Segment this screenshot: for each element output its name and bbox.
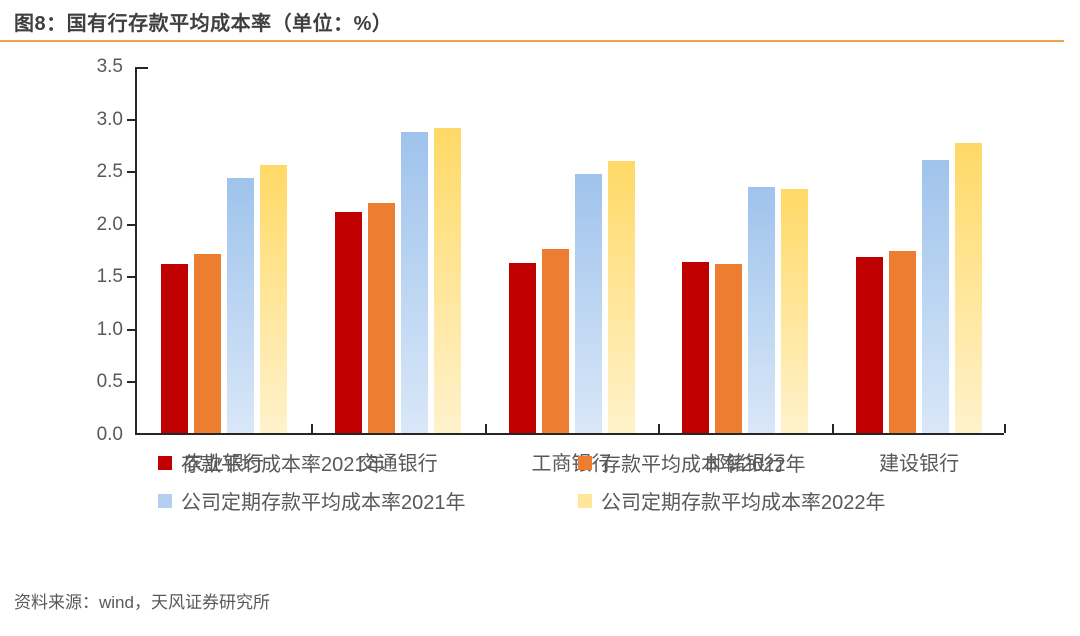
x-axis-tick (310, 424, 313, 433)
y-axis-tick-label: 1.5 (96, 266, 123, 288)
bar (226, 177, 254, 433)
chart-title: 图8：国有行存款平均成本率（单位：%） (14, 13, 393, 35)
legend-swatch-icon (158, 493, 172, 508)
x-axis-tick (658, 424, 661, 433)
title-underline (0, 40, 1064, 42)
x-axis-tick (832, 424, 835, 433)
y-axis-tick (127, 276, 136, 279)
source-note: 资料来源：wind，天风证券研究所 (14, 593, 270, 612)
bar (541, 249, 569, 433)
legend-item: 存款平均成本率2022年 (578, 448, 1018, 477)
bar (607, 160, 635, 433)
y-axis-tick (127, 118, 136, 121)
legend-label: 公司定期存款平均成本率2021年 (181, 492, 466, 514)
bar (433, 128, 461, 433)
y-axis-tick (127, 328, 136, 331)
bar (781, 189, 809, 433)
chart-legend: 存款平均成本率2021年 存款平均成本率2022年公司定期存款平均成本率2021年… (158, 448, 1018, 515)
bar (574, 174, 602, 433)
bar (955, 142, 983, 433)
bar (160, 263, 188, 433)
bar (193, 254, 221, 433)
legend-item: 公司定期存款平均成本率2021年 (158, 486, 578, 515)
bar (856, 257, 884, 433)
legend-item: 公司定期存款平均成本率2022年 (578, 486, 1018, 515)
x-axis-label: 农业银行 (183, 453, 264, 475)
y-axis-tick-label: 2.5 (96, 161, 123, 183)
legend-swatch-icon (158, 455, 172, 470)
bar (715, 263, 743, 433)
y-axis-tick-label: 0.5 (96, 371, 123, 393)
bar (367, 202, 395, 433)
y-axis-tick-label: 3.5 (96, 56, 123, 77)
bar (259, 164, 287, 433)
y-axis-tick (127, 381, 136, 384)
bar (682, 261, 710, 433)
bar (922, 159, 950, 433)
legend-swatch-icon (578, 493, 592, 508)
x-axis-label: 邮储银行 (705, 453, 786, 475)
bar (748, 186, 776, 433)
y-axis-tick-label: 2.0 (96, 213, 123, 235)
y-axis-tick-label: 1.0 (96, 318, 123, 340)
x-axis-label: 建设银行 (879, 453, 960, 475)
bar-chart: 3.5 3.0 2.5 2.0 1.5 1.0 0.5 0.0 农业银行 交通银行 工商银行 邮储银行… (0, 42, 1080, 562)
x-axis-tick (1004, 424, 1006, 433)
bar (400, 132, 428, 433)
legend-label: 存款平均成本率2021年 (181, 454, 386, 476)
x-axis-label: 交通银行 (357, 453, 438, 475)
bar (334, 212, 362, 433)
legend-item: 存款平均成本率2021年 (158, 448, 578, 477)
legend-swatch-icon (578, 455, 592, 470)
y-axis-tick (127, 223, 136, 226)
y-axis-tick (137, 67, 148, 69)
y-axis-tick (127, 171, 136, 174)
legend-label: 存款平均成本率2022年 (601, 454, 806, 476)
x-axis-tick (484, 424, 487, 433)
bar (508, 262, 536, 433)
y-axis-tick-label: 0.0 (96, 424, 123, 445)
y-axis-tick-label: 3.0 (96, 108, 123, 130)
plot-area: 3.5 3.0 2.5 2.0 1.5 1.0 0.5 0.0 农业银行 交通银行 工商银行 邮储银行… (97, 56, 1006, 475)
bar (889, 251, 917, 433)
legend-label: 公司定期存款平均成本率2022年 (601, 492, 886, 514)
